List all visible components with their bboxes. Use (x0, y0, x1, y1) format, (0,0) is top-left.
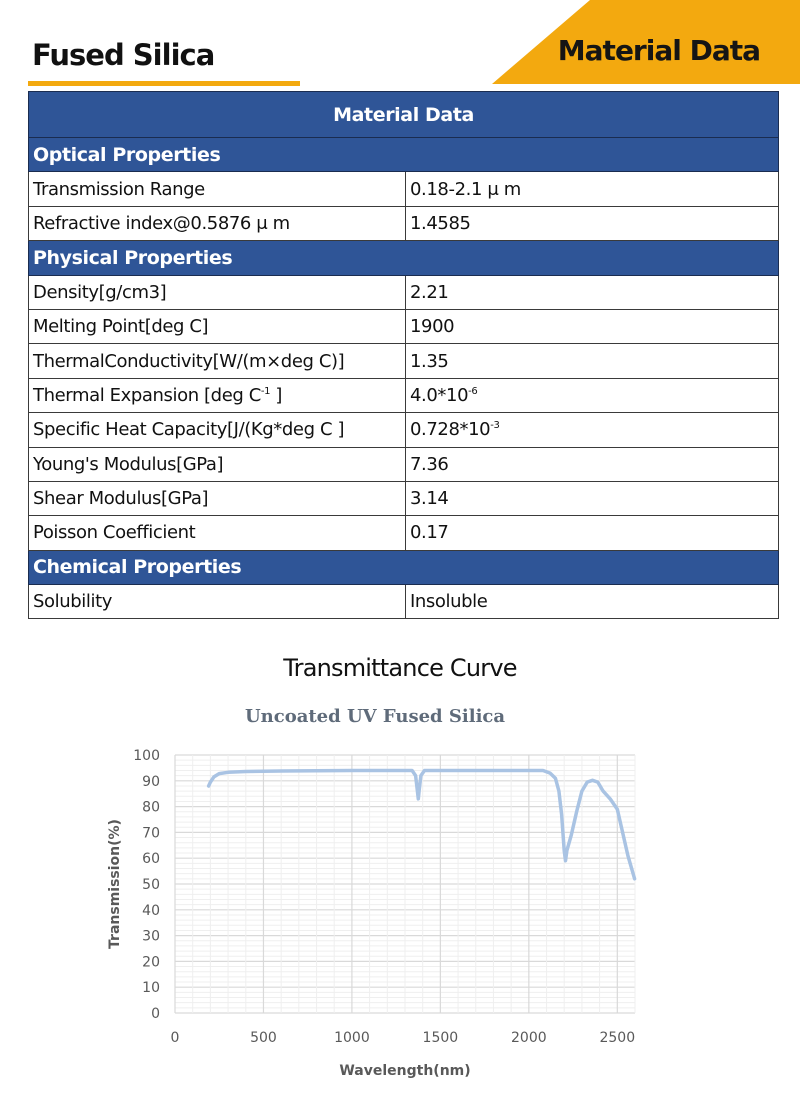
y-tick-label: 90 (142, 774, 160, 790)
property-label: Transmission Range (28, 171, 406, 207)
section-physical-properties: Physical Properties (27, 240, 780, 276)
property-label: Melting Point[deg C] (28, 308, 406, 345)
property-value: 4.0*10-6 (404, 377, 780, 414)
property-value: 0.728*10-3 (404, 412, 780, 448)
property-label: Shear Modulus[GPa] (28, 480, 406, 517)
property-exponent: -1 (260, 385, 271, 397)
section-row: Chemical Properties (27, 549, 780, 586)
transmittance-curve-heading: Transmittance Curve (283, 654, 517, 682)
transmittance-chart: 0 10 20 30 40 50 60 70 80 90 100 0 500 1000 1500 2000 2… (107, 748, 637, 1079)
table-row: Melting Point[deg C] 1900 (28, 308, 780, 345)
section-chemical-properties: Chemical Properties (27, 549, 780, 586)
table-row: Shear Modulus[GPa] 3.14 (28, 480, 780, 517)
x-axis-ticks: 0 500 1000 1500 2000 2500 (171, 1030, 636, 1046)
y-tick-label: 60 (142, 851, 160, 867)
section-optical-properties: Optical Properties (27, 136, 780, 173)
property-value: 1.35 (404, 343, 780, 379)
y-tick-label: 30 (142, 929, 160, 945)
table-row: ThermalConductivity[W/(m×deg C)] 1.35 (28, 343, 780, 379)
value-text: 4.0*10 (410, 384, 469, 406)
y-tick-label: 0 (151, 1006, 160, 1022)
property-text: Thermal Expansion [deg C (33, 384, 261, 406)
table-title: Material Data (27, 91, 780, 138)
property-value: 7.36 (404, 446, 780, 482)
table-row: Thermal Expansion [deg C-1 ] 4.0*10-6 (28, 377, 780, 414)
property-label: Refractive index@0.5876 μ m (28, 205, 406, 242)
x-tick-label: 2500 (599, 1030, 635, 1046)
banner-title: Material Data (557, 34, 761, 67)
property-label: Density[g/cm3] (28, 274, 406, 310)
x-tick-label: 0 (171, 1030, 180, 1046)
property-label: Young's Modulus[GPa] (28, 446, 406, 482)
chart-grid (174, 754, 636, 1014)
value-exponent: -3 (490, 420, 500, 432)
property-value: 2.21 (404, 274, 780, 310)
y-tick-label: 10 (142, 980, 160, 996)
property-label: Solubility (28, 584, 406, 620)
property-label: ThermalConductivity[W/(m×deg C)] (28, 343, 406, 379)
y-tick-label: 80 (142, 800, 160, 816)
property-label: Poisson Coefficient (28, 515, 406, 551)
y-tick-label: 40 (142, 903, 160, 919)
property-value: 3.14 (404, 480, 780, 517)
table-row: Specific Heat Capacity[J/(Kg*deg C ] 0.7… (28, 412, 780, 448)
property-label: Specific Heat Capacity[J/(Kg*deg C ] (28, 412, 406, 448)
y-axis-ticks: 0 10 20 30 40 50 60 70 80 90 100 (133, 748, 160, 1022)
property-value: 1.4585 (404, 205, 780, 242)
title-underline (28, 81, 300, 86)
value-text: 0.728*10 (410, 419, 491, 441)
chart-title: Uncoated UV Fused Silica (244, 706, 506, 727)
y-tick-label: 50 (142, 877, 160, 893)
table-row: Transmission Range 0.18-2.1 μ m (28, 171, 780, 207)
y-tick-label: 70 (142, 825, 160, 841)
y-tick-label: 100 (133, 748, 160, 764)
section-row: Optical Properties (27, 136, 780, 173)
material-data-table: Material Data Optical Properties Transmi… (27, 91, 780, 620)
y-axis-label: Transmission(%) (107, 819, 123, 949)
table-row: Solubility Insoluble (28, 584, 780, 620)
x-tick-label: 1000 (334, 1030, 370, 1046)
property-label: Thermal Expansion [deg C-1 ] (28, 377, 406, 414)
x-axis-label: Wavelength(nm) (339, 1063, 470, 1079)
table-row: Density[g/cm3] 2.21 (28, 274, 780, 310)
x-tick-label: 1500 (423, 1030, 459, 1046)
value-exponent: -6 (468, 385, 478, 397)
table-row: Poisson Coefficient 0.17 (28, 515, 780, 551)
property-value: 0.18-2.1 μ m (404, 171, 780, 207)
property-value: Insoluble (404, 584, 780, 620)
transmission-curve (206, 768, 637, 881)
x-tick-label: 500 (250, 1030, 277, 1046)
property-suffix: ] (270, 384, 283, 406)
property-value: 0.17 (404, 515, 780, 551)
table-header-row: Material Data (27, 91, 780, 138)
table-row: Young's Modulus[GPa] 7.36 (28, 446, 780, 482)
property-value: 1900 (404, 308, 780, 345)
y-tick-label: 20 (142, 954, 160, 970)
x-tick-label: 2000 (511, 1030, 547, 1046)
table-row: Refractive index@0.5876 μ m 1.4585 (28, 205, 780, 242)
section-row: Physical Properties (27, 240, 780, 276)
page-title: Fused Silica (32, 38, 215, 72)
